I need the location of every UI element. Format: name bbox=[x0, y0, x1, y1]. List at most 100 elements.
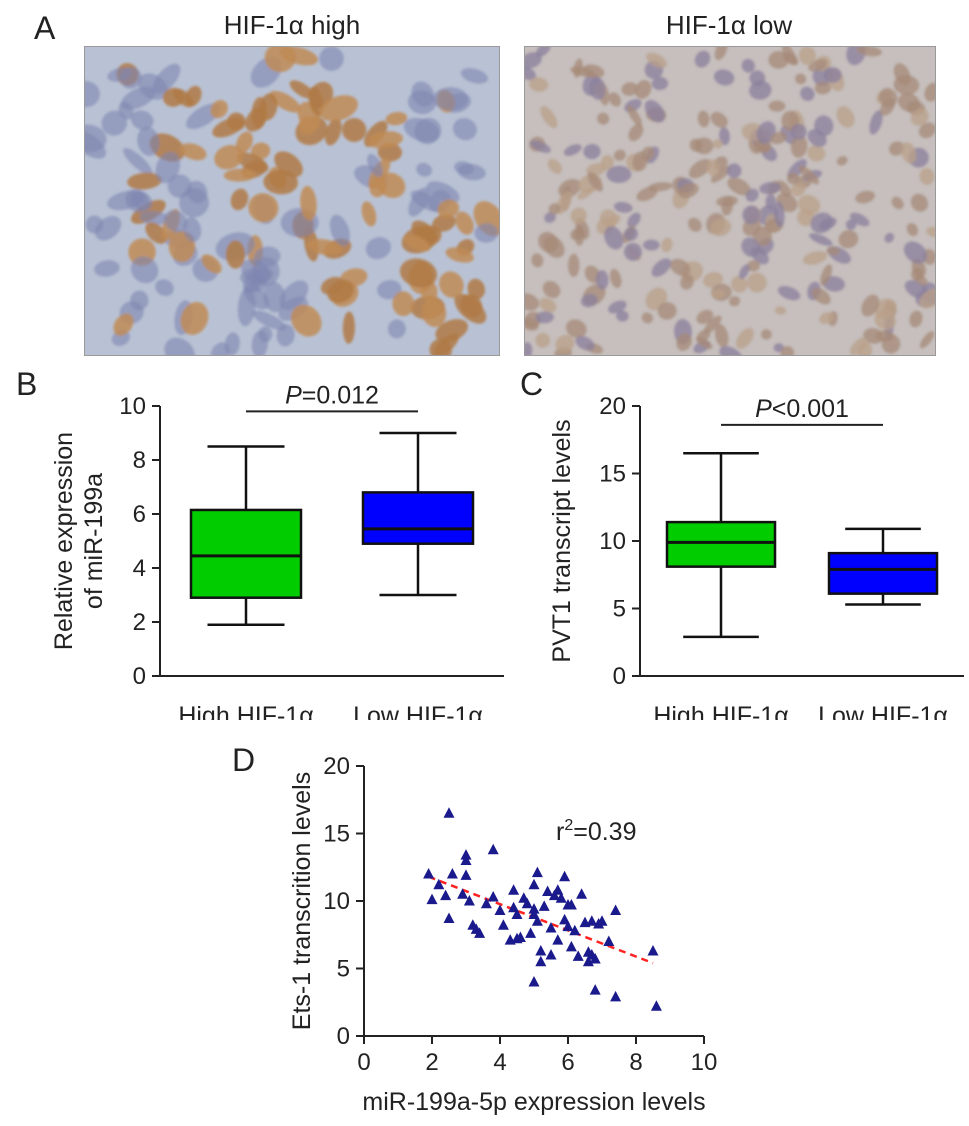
scatter-point bbox=[528, 903, 540, 914]
x-category-label: High HIF-1α bbox=[178, 702, 313, 720]
scatter-point bbox=[589, 984, 601, 995]
scatter-point bbox=[440, 889, 452, 901]
scatter-point bbox=[487, 843, 499, 855]
scatter-point bbox=[528, 878, 540, 890]
scatter-point bbox=[480, 897, 492, 909]
scatter-point bbox=[542, 885, 554, 897]
x-axis-label: miR-199a-5p expression levels bbox=[362, 1088, 705, 1116]
y-tick-label: 20 bbox=[599, 393, 626, 420]
y-tick-label: 5 bbox=[613, 596, 626, 623]
y-tick-label: 8 bbox=[133, 447, 146, 474]
y-tick-label: 2 bbox=[133, 609, 146, 636]
box-0 bbox=[189, 508, 303, 599]
scatter-point bbox=[443, 807, 455, 818]
y-tick-label: 5 bbox=[337, 956, 350, 983]
y-tick-label: 10 bbox=[599, 528, 626, 555]
y-tick-label: 6 bbox=[133, 501, 146, 528]
scatter-point bbox=[474, 927, 486, 938]
scatter-point bbox=[548, 889, 560, 901]
micrograph-hif-low bbox=[524, 46, 936, 356]
scatter-point bbox=[559, 913, 571, 925]
scatter-point bbox=[650, 1000, 662, 1011]
panel-d-letter: D bbox=[232, 742, 256, 778]
scatter-point bbox=[457, 888, 469, 899]
x-tick-label: 2 bbox=[425, 1049, 438, 1076]
scatter-point bbox=[528, 976, 540, 987]
scatter-point bbox=[596, 915, 608, 926]
scatter-point bbox=[423, 868, 435, 879]
scatter-point bbox=[538, 900, 550, 911]
scatter-point bbox=[552, 884, 564, 895]
x-tick-label: 6 bbox=[561, 1049, 574, 1076]
scatter-point bbox=[525, 927, 537, 938]
panel-b-letter: B bbox=[16, 366, 38, 402]
y-tick-label: 0 bbox=[133, 663, 146, 690]
x-category-label: Low HIF-1α bbox=[353, 702, 483, 720]
y-tick-label: 15 bbox=[599, 461, 626, 488]
scatter-point bbox=[576, 888, 588, 899]
scatter-point bbox=[514, 931, 526, 942]
r-squared-label: r2=0.39 bbox=[556, 817, 637, 846]
p-value-label: P=0.012 bbox=[285, 381, 379, 409]
x-category-label: Low HIF-1α bbox=[818, 702, 948, 720]
scatter-point bbox=[586, 915, 598, 926]
y-tick-label: 10 bbox=[119, 393, 146, 420]
y-tick-label: 15 bbox=[323, 821, 350, 848]
y-tick-label: 20 bbox=[323, 753, 350, 780]
scatter-point bbox=[572, 950, 584, 961]
y-tick-label: 10 bbox=[323, 888, 350, 915]
chart-c-pvt1-boxplot: 0 5 10 15 20 PVT1 transcript levels High HIF-1… bbox=[548, 393, 964, 720]
panel-a-left-title: HIF-1α high bbox=[223, 10, 361, 40]
scatter-point bbox=[508, 901, 520, 913]
scatter-point bbox=[552, 934, 564, 945]
scatter-point bbox=[433, 878, 445, 890]
box-1 bbox=[827, 551, 939, 595]
p-value-label: P<0.001 bbox=[755, 395, 849, 423]
scatter-point bbox=[582, 955, 594, 967]
chart-b-mir199a-boxplot: 0 2 4 6 8 10 Relative expression of miR-199a Hig… bbox=[50, 381, 504, 720]
scatter-point bbox=[545, 922, 557, 933]
scatter-point bbox=[565, 940, 577, 952]
panel-a-letter: A bbox=[34, 10, 56, 46]
scatter-point bbox=[562, 920, 574, 932]
y-tick-label: 0 bbox=[613, 663, 626, 690]
scatter-point bbox=[535, 955, 547, 967]
scatter-point bbox=[528, 908, 540, 919]
scatter-point bbox=[521, 897, 533, 909]
scatter-point bbox=[426, 893, 438, 905]
scatter-point bbox=[460, 869, 472, 880]
x-tick-label: 10 bbox=[691, 1049, 718, 1076]
scatter-point bbox=[511, 908, 523, 919]
y-tick-label: 4 bbox=[133, 555, 146, 582]
panel-a-right-title: HIF-1α low bbox=[665, 10, 793, 40]
scatter-point bbox=[443, 912, 455, 924]
box-1 bbox=[361, 491, 475, 545]
scatter-point bbox=[487, 890, 499, 902]
scatter-point bbox=[531, 915, 543, 926]
scatter-point bbox=[555, 892, 567, 903]
x-tick-label: 4 bbox=[493, 1049, 506, 1076]
scatter-point bbox=[535, 944, 547, 956]
scatter-point bbox=[569, 924, 581, 936]
x-category-label: High HIF-1α bbox=[653, 702, 788, 720]
x-tick-label: 0 bbox=[357, 1049, 370, 1076]
scatter-point bbox=[460, 849, 472, 860]
y-axis-label: Ets-1 transcrition levels bbox=[288, 772, 316, 1030]
chart-d-ets1-scatter: 0 5 10 15 20 0 2 4 6 8 10 Ets-1 transcrition levels… bbox=[288, 753, 718, 1116]
scatter-point bbox=[545, 949, 557, 960]
panel-c-letter: C bbox=[520, 366, 544, 402]
regression-line bbox=[428, 875, 654, 965]
scatter-point bbox=[497, 919, 509, 930]
scatter-point bbox=[647, 944, 659, 956]
scatter-point bbox=[494, 904, 506, 915]
y-axis-label: Relative expression bbox=[50, 432, 78, 650]
scatter-point bbox=[610, 904, 622, 915]
y-axis-label: of miR-199a bbox=[80, 473, 108, 609]
scatter-point bbox=[559, 870, 571, 882]
y-axis-label: PVT1 transcript levels bbox=[548, 419, 576, 662]
scatter-point bbox=[463, 895, 475, 906]
scatter-point bbox=[565, 899, 577, 910]
micrograph-hif-high bbox=[84, 46, 500, 356]
scatter-point bbox=[610, 990, 622, 1002]
box-0 bbox=[665, 520, 777, 568]
